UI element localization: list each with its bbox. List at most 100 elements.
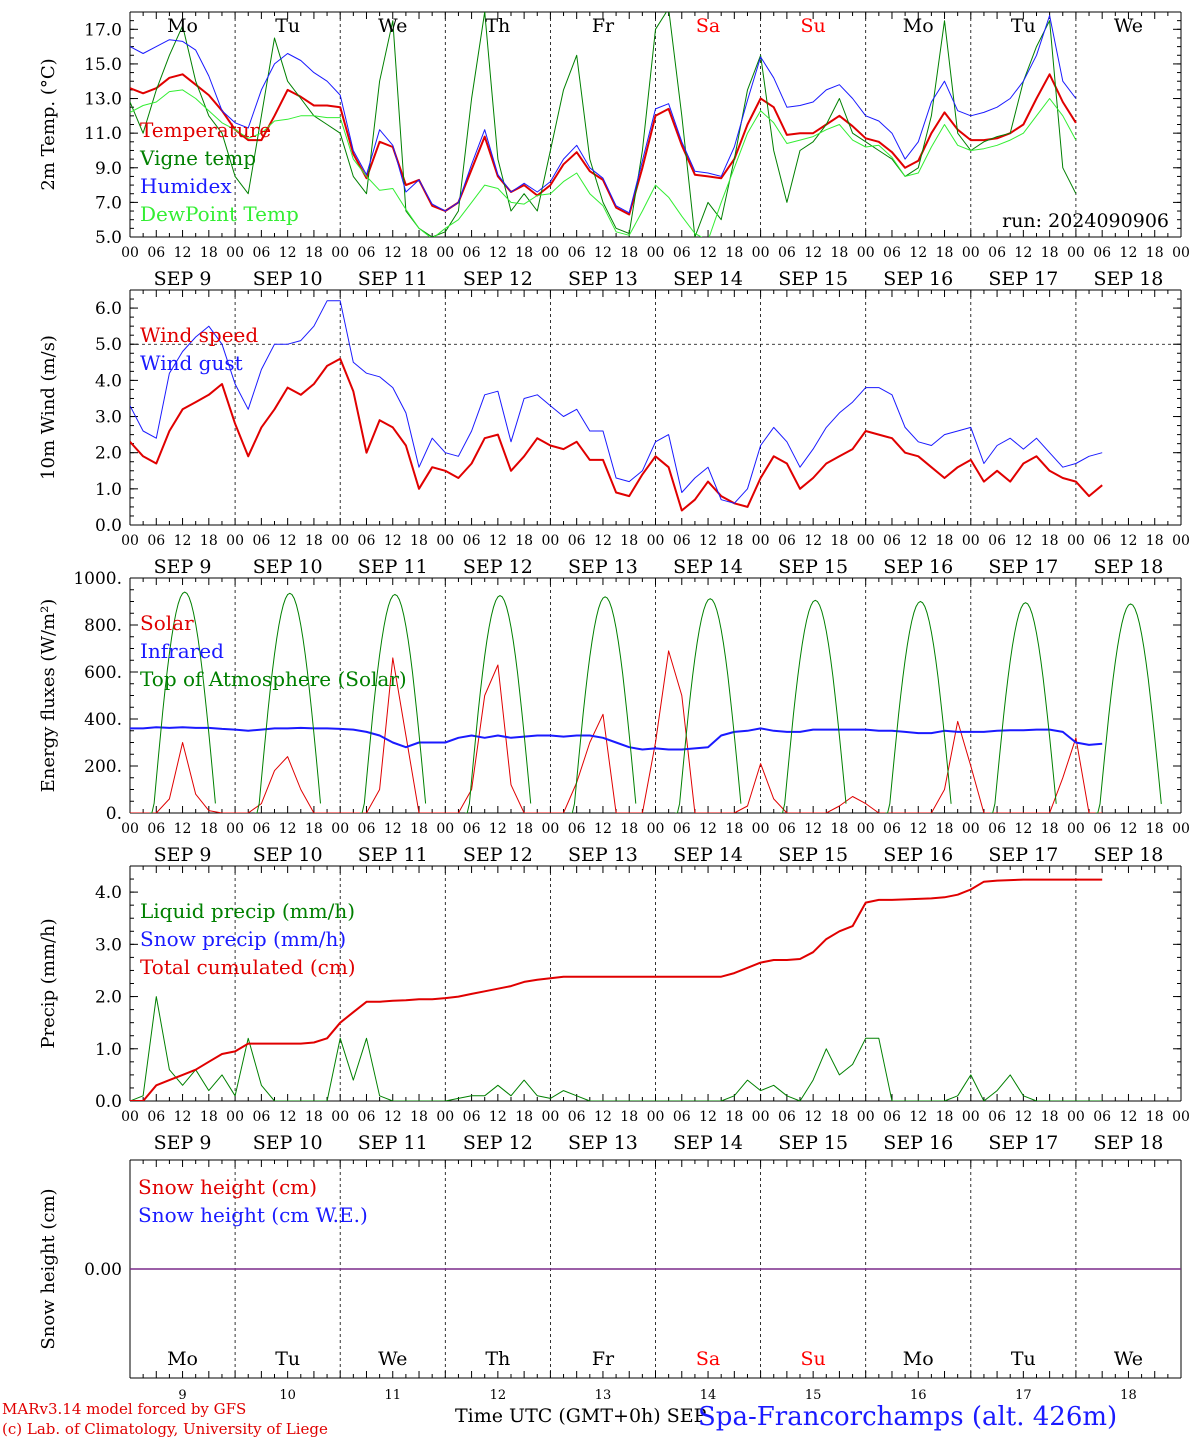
date-label: SEP 11 — [358, 844, 428, 866]
hour-tick-label: 18 — [620, 245, 638, 261]
hour-tick-label: 12 — [1014, 821, 1032, 837]
day-label: Th — [485, 15, 510, 37]
hour-tick-label: 00 — [436, 1109, 454, 1125]
day-label: Tu — [275, 15, 300, 37]
hour-tick-label: 06 — [358, 533, 376, 549]
hour-tick-label: 12 — [909, 821, 927, 837]
hour-tick-label: 12 — [489, 821, 507, 837]
hour-tick-label: 00 — [541, 821, 559, 837]
plot-area — [130, 591, 1162, 813]
date-label: SEP 9 — [154, 268, 212, 290]
hour-tick-label: 18 — [620, 1109, 638, 1125]
hour-tick-label: 06 — [1093, 1109, 1111, 1125]
plot-area — [130, 878, 1103, 1101]
hour-tick-label: 06 — [463, 1109, 481, 1125]
station-title: Spa-Francorchamps (alt. 426m) — [698, 1402, 1118, 1432]
date-label: SEP 16 — [883, 1132, 953, 1154]
date-label: SEP 17 — [988, 1132, 1058, 1154]
hour-tick-label: 00 — [962, 533, 980, 549]
hour-tick-label: 00 — [647, 821, 665, 837]
y-tick-label: 7.0 — [95, 193, 122, 213]
hour-tick-label: 06 — [568, 1109, 586, 1125]
date-label: SEP 14 — [673, 556, 743, 578]
series-total-cumulated-cm — [130, 878, 1103, 1101]
hour-tick-label: 18 — [725, 821, 743, 837]
hour-tick-label: 06 — [252, 245, 270, 261]
date-label: SEP 13 — [568, 844, 638, 866]
hour-tick-label: 00 — [541, 533, 559, 549]
day-number-label: 11 — [384, 1388, 401, 1403]
hour-tick-label: 18 — [200, 533, 218, 549]
day-label: Th — [485, 1348, 510, 1370]
hour-tick-label: 06 — [252, 821, 270, 837]
panel-snow: 0.00 Snow height (cm) Snow height (cm) Snow… — [38, 1159, 1182, 1403]
day-number-label: 18 — [1120, 1388, 1137, 1403]
model-credit: MARv3.14 model forced by GFS — [2, 1400, 247, 1418]
hour-tick-label: 18 — [410, 533, 428, 549]
hour-tick-label: 12 — [594, 245, 612, 261]
series-top-of-atmosphere-solar — [149, 591, 1162, 813]
date-label: SEP 12 — [463, 556, 533, 578]
hour-tick-label: 00 — [436, 533, 454, 549]
hour-tick-label: 00 — [857, 533, 875, 549]
date-label: SEP 10 — [253, 556, 323, 578]
hour-tick-label: 00 — [331, 821, 349, 837]
legend-liquid-precip-mm-h: Liquid precip (mm/h) — [140, 899, 355, 923]
hour-tick-label: 06 — [778, 821, 796, 837]
hour-tick-label: 00 — [121, 1109, 139, 1125]
legend-solar: Solar — [140, 611, 194, 635]
hour-tick-label: 12 — [699, 533, 717, 549]
date-label: SEP 17 — [988, 268, 1058, 290]
date-label: SEP 18 — [1094, 844, 1164, 866]
legend-snow-height-cm-w-e: Snow height (cm W.E.) — [138, 1203, 368, 1227]
date-label: SEP 14 — [673, 1132, 743, 1154]
hour-tick-label: 06 — [463, 821, 481, 837]
hour-tick-label: 18 — [620, 533, 638, 549]
day-label: We — [1114, 15, 1143, 37]
hour-tick-label: 18 — [1041, 1109, 1059, 1125]
hour-tick-label: 06 — [988, 821, 1006, 837]
hour-tick-label: 00 — [1067, 821, 1085, 837]
y-tick-label: 0.0 — [95, 516, 122, 536]
hour-tick-label: 00 — [226, 821, 244, 837]
day-number-label: 17 — [1015, 1388, 1032, 1403]
legend-dewpoint-temp: DewPoint Temp — [140, 202, 299, 226]
hour-tick-label: 00 — [436, 245, 454, 261]
series-liquid-precip-mm-h — [130, 996, 1103, 1101]
date-label: SEP 12 — [463, 268, 533, 290]
hour-tick-label: 12 — [174, 821, 192, 837]
date-label: SEP 15 — [778, 1132, 848, 1154]
hour-tick-label: 12 — [1014, 533, 1032, 549]
hour-tick-label: 12 — [489, 533, 507, 549]
date-label: SEP 18 — [1094, 556, 1164, 578]
panel-temperature: 5.0 7.0 9.0 11.0 13.0 15.0 17.0 2m Temp. (°C) Te… — [38, 11, 1190, 290]
hour-tick-label: 12 — [594, 821, 612, 837]
date-label: SEP 10 — [253, 844, 323, 866]
date-label: SEP 13 — [568, 268, 638, 290]
hour-tick-label: 00 — [121, 245, 139, 261]
hour-tick-label: 12 — [384, 821, 402, 837]
day-number-label: 9 — [178, 1388, 186, 1403]
hour-tick-label: 00 — [857, 1109, 875, 1125]
y-tick-label: 4.0 — [95, 371, 122, 391]
hour-tick-label: 12 — [1014, 1109, 1032, 1125]
hour-tick-label: 18 — [831, 245, 849, 261]
day-label: We — [378, 15, 407, 37]
date-label: SEP 15 — [778, 844, 848, 866]
day-label: Fr — [592, 1348, 615, 1370]
date-label: SEP 9 — [154, 556, 212, 578]
hour-tick-label: 06 — [778, 245, 796, 261]
hour-tick-label: 00 — [1067, 533, 1085, 549]
hour-tick-label: 06 — [568, 245, 586, 261]
hour-tick-label: 00 — [962, 1109, 980, 1125]
hour-tick-label: 06 — [673, 533, 691, 549]
date-label: SEP 18 — [1094, 1132, 1164, 1154]
hour-tick-label: 18 — [1041, 821, 1059, 837]
day-number-label: 10 — [279, 1388, 296, 1403]
hour-tick-label: 12 — [1014, 245, 1032, 261]
legend-wind-gust: Wind gust — [140, 351, 243, 375]
date-label: SEP 14 — [673, 268, 743, 290]
hour-tick-label: 00 — [1172, 533, 1190, 549]
date-label: SEP 17 — [988, 556, 1058, 578]
hour-tick-label: 18 — [620, 821, 638, 837]
